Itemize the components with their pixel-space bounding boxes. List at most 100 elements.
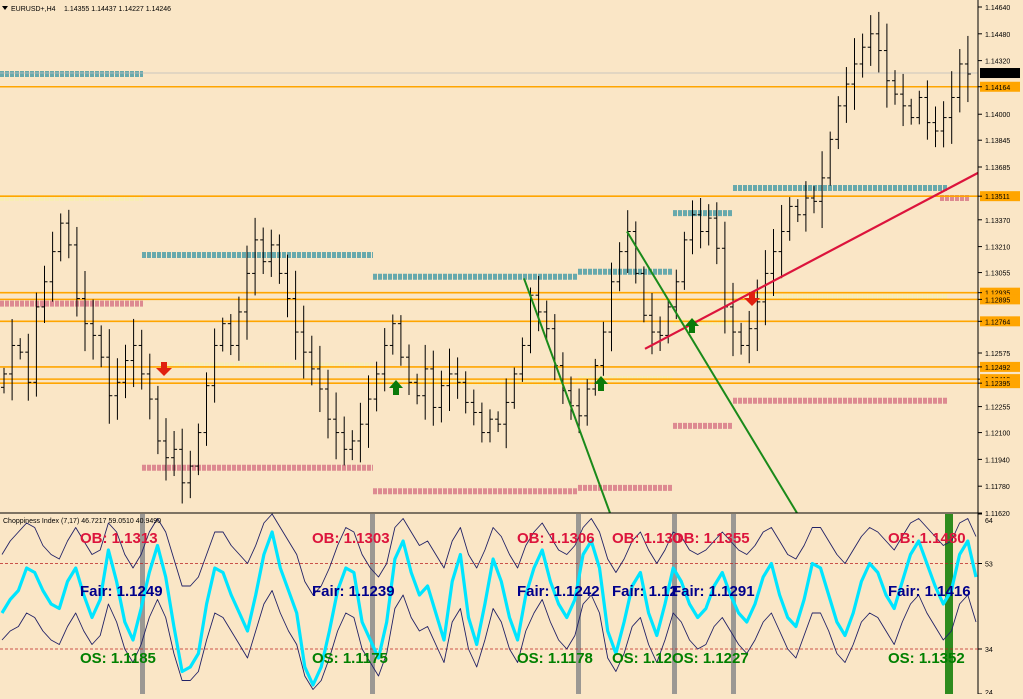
downtrend-line[interactable]: [626, 230, 798, 514]
price-bar: [778, 204, 785, 279]
price-bar: [681, 231, 688, 290]
price-bar: [462, 371, 469, 414]
ob-label: OB: 1.1303: [312, 530, 390, 547]
price-tick-label: 1.12395: [985, 381, 1010, 388]
price-axis[interactable]: 1.14640 1.14480 1.14320 1.14164 1.14000 1.138…: [977, 0, 1020, 694]
buy-arrow-icon: [594, 376, 608, 391]
uptrend-line[interactable]: [644, 171, 979, 350]
price-bar: [49, 231, 56, 302]
current-price-tag: [980, 68, 1020, 79]
price-bar: [843, 67, 850, 123]
price-bar: [851, 38, 858, 110]
price-bar: [811, 186, 817, 214]
fair-label: Fair: 1.1249: [80, 583, 163, 600]
price-bar: [227, 314, 234, 356]
price-bar: [470, 389, 477, 426]
price-bar: [964, 35, 971, 103]
level-price-tag: [980, 316, 1020, 327]
price-bar: [738, 322, 745, 355]
price-bar: [430, 350, 437, 426]
os-label: OS: 1.1175: [312, 650, 388, 667]
downtrend-line[interactable]: [523, 278, 611, 514]
price-bar: [786, 197, 793, 241]
price-bar: [171, 431, 178, 477]
price-bar: [397, 315, 404, 366]
price-tick-label: 1.12492: [985, 365, 1010, 372]
price-bar: [422, 344, 429, 420]
price-bar: [487, 409, 493, 443]
price-bar: [106, 329, 113, 424]
indicator-pane[interactable]: 64 53 34 24: [0, 513, 993, 697]
price-bar: [268, 229, 275, 277]
price-bar: [292, 270, 299, 360]
indicator-tick-label: 53: [985, 562, 993, 569]
price-tick-label: 1.13055: [985, 271, 1010, 278]
buy-arrow-icon: [685, 318, 699, 333]
os-label: OS: 1.1178: [517, 650, 593, 667]
chop-main-line: [0, 530, 978, 687]
price-bar: [300, 305, 307, 379]
price-bar: [438, 370, 445, 423]
indicator-labels-layer: OB: 1.1313 Fair: 1.1249 OS: 1.1185 OB: 1.13…: [80, 530, 971, 667]
price-bar: [203, 372, 210, 446]
price-bar: [195, 423, 202, 476]
price-bar: [519, 337, 526, 382]
price-bar: [333, 392, 340, 460]
indicator-title: Choppiness Index (7,17) 46.7217 59.0510 …: [3, 518, 161, 525]
price-bar: [900, 73, 907, 127]
dropdown-triangle-icon[interactable]: [2, 6, 8, 10]
price-bar: [657, 316, 664, 351]
price-bar: [122, 344, 129, 399]
price-bar: [819, 151, 826, 229]
price-tick-label: 1.13511: [985, 194, 1010, 201]
price-bar: [859, 33, 866, 78]
price-bar: [163, 418, 169, 481]
price-tick-label: 1.12935: [985, 291, 1010, 298]
price-bar: [592, 358, 599, 396]
price-bar: [9, 319, 16, 401]
fair-label: Fair: 1.1242: [517, 583, 600, 600]
price-bar: [892, 70, 898, 105]
price-bar: [114, 358, 121, 420]
price-bar: [73, 226, 80, 317]
price-bar: [406, 344, 412, 396]
price-tick-label: 1.12895: [985, 297, 1010, 304]
zone-layer: [0, 71, 970, 495]
price-tick-label: 1.12575: [985, 351, 1010, 358]
price-bar: [908, 98, 915, 125]
price-bar: [284, 254, 291, 318]
price-bar: [827, 131, 834, 186]
fair-label: Fair: 1.1239: [312, 583, 395, 600]
ob-label: OB: 1.1313: [80, 530, 158, 547]
price-bar: [65, 209, 72, 259]
price-bar: [1, 367, 7, 394]
price-bar: [689, 200, 696, 255]
os-label: OS: 1.1185: [80, 650, 156, 667]
price-bar: [584, 379, 591, 426]
price-bar: [576, 388, 583, 434]
price-tick-label: 1.13210: [985, 245, 1010, 252]
price-tick-label: 1.11780: [985, 484, 1010, 491]
price-bar: [478, 402, 485, 443]
price-bar: [138, 329, 145, 390]
price-bar: [835, 96, 842, 150]
price-bar: [794, 199, 801, 223]
price-bar: [211, 328, 218, 403]
price-bar: [308, 335, 315, 386]
price-tick-label: 1.14480: [985, 32, 1010, 39]
price-bar: [25, 333, 32, 401]
price-bar: [381, 328, 388, 392]
price-tick-label: 1.11940: [985, 457, 1010, 464]
symbol-header: EURUSD+,H4 1.14355 1.14437 1.14227 1.142…: [2, 6, 171, 13]
price-bar: [624, 210, 631, 273]
price-bar: [219, 317, 226, 352]
price-bar: [187, 450, 194, 499]
price-bar: [41, 265, 48, 323]
fair-label: Fair: 1.1291: [672, 583, 755, 600]
price-bar: [179, 428, 186, 504]
ob-label: OB: 1.1355: [672, 530, 750, 547]
ob-label: OB: 1.1306: [517, 530, 595, 547]
price-bar: [697, 198, 704, 249]
